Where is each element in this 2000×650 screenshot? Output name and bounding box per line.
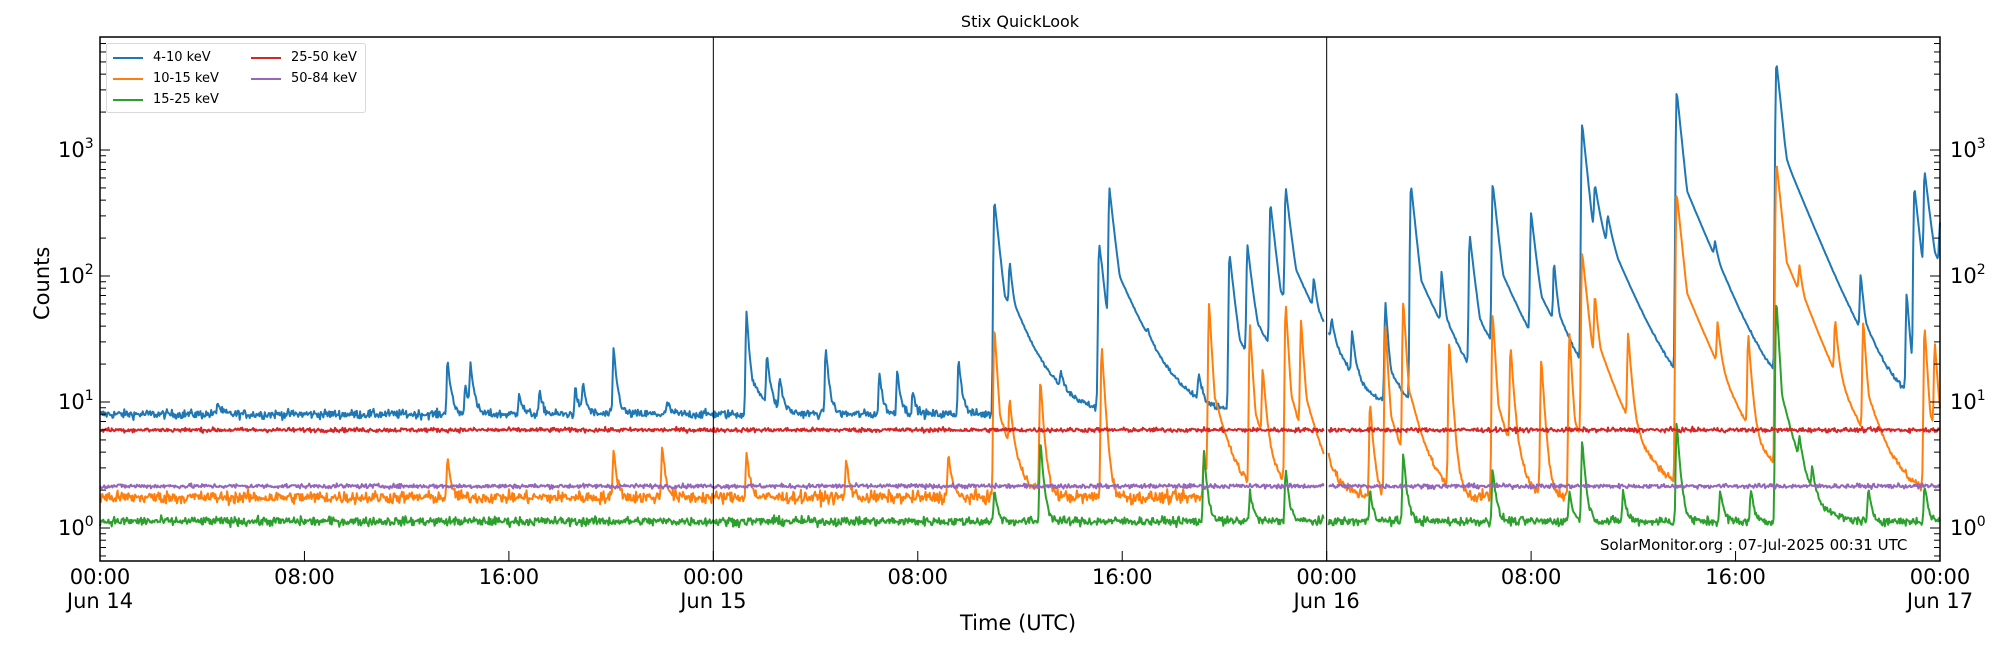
legend-label: 4-10 keV	[153, 50, 211, 65]
legend-item-10-15kev: 10-15 keV	[113, 71, 219, 87]
legend-swatch-icon	[113, 77, 143, 80]
legend-swatch-icon	[251, 77, 281, 80]
legend-item-50-84kev: 50-84 keV	[251, 71, 357, 87]
y-axis-label: Counts	[30, 246, 54, 320]
legend-item-25-50kev: 25-50 keV	[251, 50, 357, 66]
y-tick-label: 102	[1950, 262, 1986, 288]
legend-item-4-10kev: 4-10 keV	[113, 50, 211, 66]
y-tick-label: 103	[1950, 136, 1986, 162]
series-line-4-10kev	[99, 65, 1941, 421]
series-line-15-25kev	[99, 304, 1941, 529]
x-axis-label: Time (UTC)	[960, 611, 1077, 635]
x-tick-label: 16:00	[1705, 565, 1766, 589]
x-tick-label: 16:00	[478, 565, 540, 589]
legend-swatch-icon	[251, 56, 281, 59]
y-tick-label: 100	[1950, 514, 1986, 540]
legend-label: 50-84 keV	[291, 71, 357, 86]
plot-frame	[99, 36, 1941, 562]
plot-traces	[99, 65, 1941, 529]
series-line-25-50kev	[99, 425, 1941, 435]
x-tick-label: 00:00 Jun 16	[1293, 565, 1360, 613]
y-tick-label: 102	[58, 262, 94, 288]
x-tick-label: 16:00	[1091, 565, 1153, 589]
x-tick-label: 08:00	[887, 565, 949, 589]
legend-label: 15-25 keV	[153, 92, 219, 107]
y-tick-label: 103	[58, 136, 94, 162]
legend-label: 10-15 keV	[153, 71, 219, 86]
source-annotation: SolarMonitor.org : 07-Jul-2025 00:31 UTC	[1600, 536, 1908, 554]
x-tick-label: 08:00	[1500, 565, 1562, 589]
legend-swatch-icon	[113, 98, 143, 101]
y-tick-label: 100	[58, 514, 94, 540]
legend: 4-10 keV 10-15 keV 15-25 keV 25-50 keV 5…	[106, 43, 366, 113]
y-tick-label: 101	[58, 388, 94, 414]
x-tick-label: 08:00	[274, 565, 335, 589]
series-line-10-15kev	[99, 165, 1941, 508]
chart-title: Stix QuickLook	[960, 12, 1080, 31]
x-tick-label: 00:00 Jun 14	[66, 565, 134, 613]
legend-item-15-25kev: 15-25 keV	[113, 92, 219, 108]
x-tick-label: 00:00 Jun 15	[680, 565, 747, 613]
y-tick-label: 101	[1950, 388, 1986, 414]
x-tick-label: 00:00 Jun 17	[1906, 565, 1974, 613]
legend-swatch-icon	[113, 56, 143, 59]
legend-label: 25-50 keV	[291, 50, 357, 65]
series-line-50-84kev	[99, 482, 1941, 491]
